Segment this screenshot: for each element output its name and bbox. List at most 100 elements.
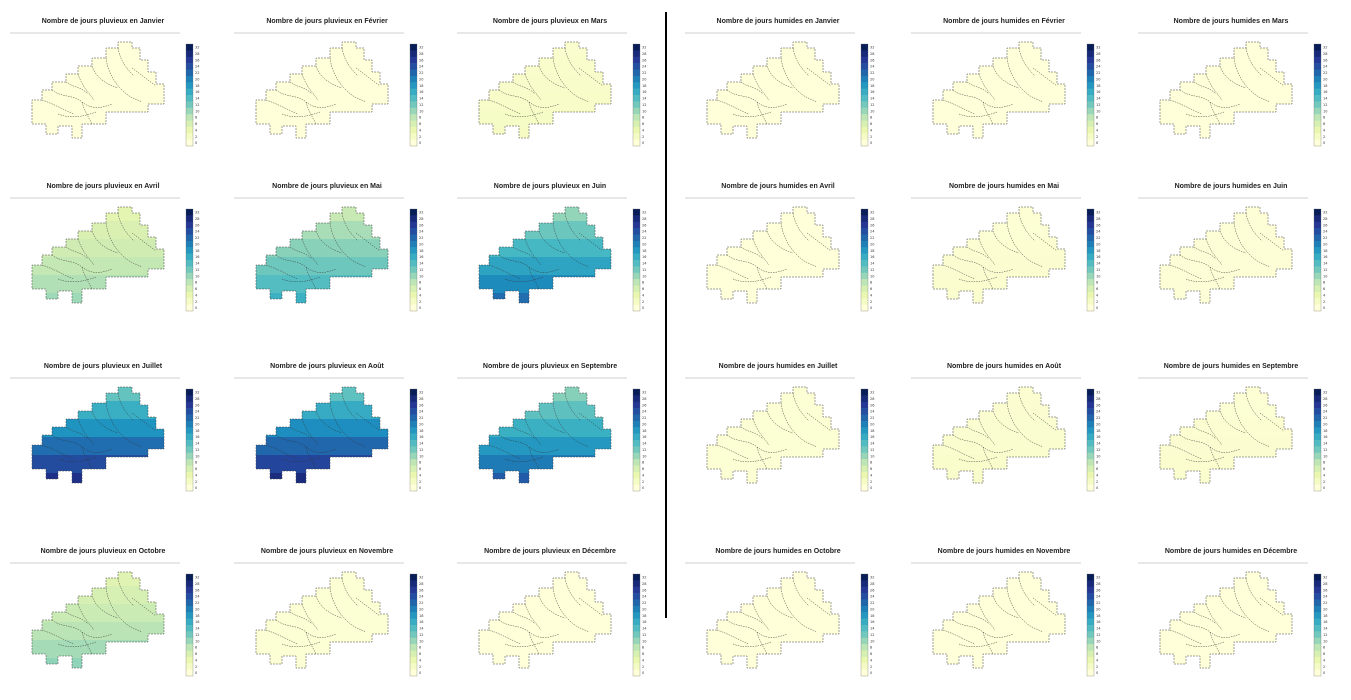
colorbar-swatch [1087, 644, 1094, 651]
colorbar-tick-label: 8 [870, 461, 872, 465]
province-border [281, 641, 321, 647]
colorbar-swatch [186, 120, 193, 128]
province-border [792, 392, 810, 422]
colorbar-swatch [633, 599, 640, 607]
province-border [564, 577, 582, 607]
colorbar-swatch [633, 669, 640, 677]
colorbar-tick-label: 18 [419, 84, 423, 88]
province-border [740, 246, 764, 260]
colorbar-swatch [1314, 260, 1321, 267]
colorbar-swatch [1087, 669, 1094, 677]
colorbar-tick-label: 14 [419, 97, 424, 101]
colorbar-swatch [1314, 408, 1321, 415]
province-border [488, 99, 522, 115]
colorbar-tick-label: 24 [1323, 595, 1328, 599]
country-map [706, 41, 840, 139]
colorbar-tick-label: 22 [642, 236, 646, 240]
colorbar-swatch [861, 484, 868, 492]
colorbar-swatch [633, 663, 640, 670]
colorbar-swatch [633, 631, 640, 639]
colorbar-tick-label: 6 [419, 287, 421, 291]
colorbar-swatch [1087, 599, 1094, 607]
colorbar-tick-label: 16 [870, 255, 874, 259]
province-border [289, 611, 313, 625]
country-outline [1159, 386, 1293, 484]
colorbar-tick-label: 24 [642, 595, 647, 599]
colorbar-tick-label: 20 [419, 607, 423, 611]
colorbar-tick-label: 16 [1096, 90, 1100, 94]
province-border [1006, 222, 1044, 268]
colorbar-tick-label: 28 [419, 397, 423, 401]
colorbar-swatch [861, 260, 868, 267]
colorbar-swatch [1087, 279, 1094, 286]
colorbar-swatch [410, 253, 417, 261]
province-border [329, 57, 367, 103]
panel-title: Nombre de jours pluvieux en Février [266, 18, 388, 25]
colorbar-tick-label: 20 [419, 422, 423, 426]
colorbar-tick-label: 4 [1323, 293, 1326, 297]
province-border [77, 418, 95, 446]
colorbar-swatch [861, 414, 868, 422]
colorbar-swatch [1314, 656, 1321, 664]
province-border [355, 597, 381, 617]
colorbar-swatch [410, 247, 417, 254]
colorbar-tick-label: 32 [642, 46, 646, 50]
colorbar-swatch [633, 593, 640, 600]
colorbar-tick-label: 26 [642, 58, 646, 62]
colorbar-tick-label: 8 [419, 281, 421, 285]
colorbar-tick-label: 14 [642, 262, 647, 266]
map-panel: Nombre de jours pluvieux en Avril 32 28 26 2… [8, 183, 218, 330]
colorbar-tick-label: 28 [195, 397, 199, 401]
panel-title: Nombre de jours humides en Octobre [715, 548, 841, 555]
colorbar-tick-label: 12 [642, 448, 646, 452]
map-panel: Nombre de jours pluvieux en Décembre 32 28… [455, 548, 665, 695]
colorbar-swatch [1314, 75, 1321, 83]
province-border [1169, 99, 1203, 115]
colorbar-tick-label: 8 [419, 461, 421, 465]
province-border [578, 597, 604, 617]
colorbar-tick-label: 28 [870, 217, 874, 221]
province-border [1233, 222, 1271, 268]
province-border [504, 641, 544, 647]
colorbar-tick-label: 6 [1096, 122, 1098, 126]
colorbar-tick-label: 4 [642, 473, 645, 477]
colorbar-tick-label: 12 [642, 268, 646, 272]
colorbar-swatch [1314, 95, 1321, 102]
colorbar-swatch [633, 209, 640, 216]
colorbar-swatch [1314, 446, 1321, 454]
colorbar-tick-label: 6 [870, 467, 872, 471]
colorbar-tick-label: 28 [419, 52, 423, 56]
colorbar-tick-label: 6 [1096, 467, 1098, 471]
province-border [1032, 597, 1058, 617]
rain-band [933, 239, 1065, 257]
panel-title: Nombre de jours humides en Février [943, 18, 1065, 25]
province-border [1245, 392, 1263, 422]
panel-title: Nombre de jours pluvieux en Mars [492, 18, 608, 25]
colorbar-tick-label: 28 [642, 582, 646, 586]
province-border [1018, 47, 1036, 77]
province-border [524, 238, 542, 266]
rain-band [256, 257, 388, 275]
province-border [1205, 238, 1223, 266]
colorbar-tick-label: 2 [1323, 300, 1325, 304]
colorbar-swatch [1087, 69, 1094, 77]
colorbar-tick-label: 32 [870, 576, 874, 580]
colorbar-tick-label: 0 [1096, 671, 1098, 675]
colorbar-tick-label: 22 [1323, 71, 1327, 75]
province-border [265, 99, 299, 115]
country-fill [32, 42, 164, 138]
province-border [792, 577, 810, 607]
colorbar-tick-label: 16 [419, 255, 423, 259]
colorbar-swatch [1087, 304, 1094, 312]
colorbar-swatch [633, 625, 640, 632]
colorbar-tick-label: 2 [642, 300, 644, 304]
province-border [942, 264, 976, 280]
colorbar-tick-label: 0 [1096, 306, 1098, 310]
colorbar-tick-label: 28 [419, 217, 423, 221]
colorbar-swatch [1314, 82, 1321, 89]
colorbar-swatch [633, 433, 640, 441]
rain-band [479, 473, 611, 483]
